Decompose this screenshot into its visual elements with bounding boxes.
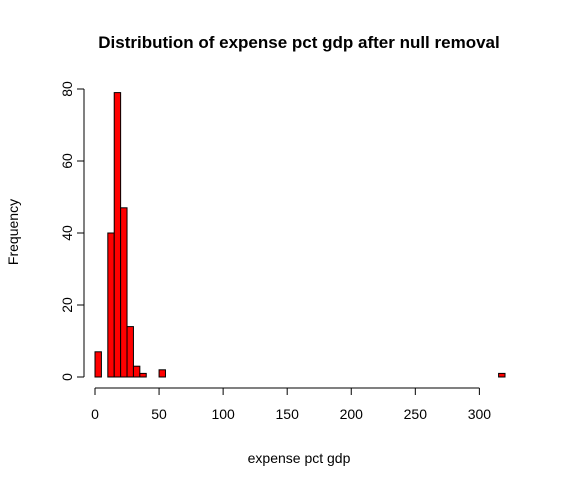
histogram-bar [158, 369, 166, 378]
x-tick-label: 0 [91, 406, 99, 422]
y-tick-label: 0 [59, 373, 75, 381]
histogram-bar [113, 92, 122, 378]
histogram-bar [126, 326, 134, 378]
y-tick-label: 40 [59, 225, 75, 241]
histogram-bar [498, 372, 506, 378]
histogram-bar [94, 351, 102, 378]
x-tick-label: 250 [404, 406, 428, 422]
histogram-bar [132, 365, 141, 378]
histogram-bar [107, 232, 115, 378]
x-tick-label: 300 [468, 406, 492, 422]
x-tick-label: 50 [151, 406, 167, 422]
chart-title: Distribution of expense pct gdp after nu… [98, 33, 499, 52]
histogram-bar [120, 207, 128, 378]
bars-layer [94, 92, 506, 378]
y-axis: 0 20 40 60 80 [59, 81, 85, 381]
y-axis-label: Frequency [5, 199, 21, 265]
y-tick-label: 60 [59, 153, 75, 169]
x-axis-label: expense pct gdp [248, 450, 351, 466]
histogram-bar [139, 372, 147, 378]
x-tick-label: 100 [211, 406, 235, 422]
y-tick-label: 80 [59, 81, 75, 97]
x-tick-label: 200 [340, 406, 364, 422]
y-tick-label: 20 [59, 297, 75, 313]
x-tick-label: 150 [276, 406, 300, 422]
x-axis: 0 50 100 150 200 250 300 [91, 387, 492, 422]
